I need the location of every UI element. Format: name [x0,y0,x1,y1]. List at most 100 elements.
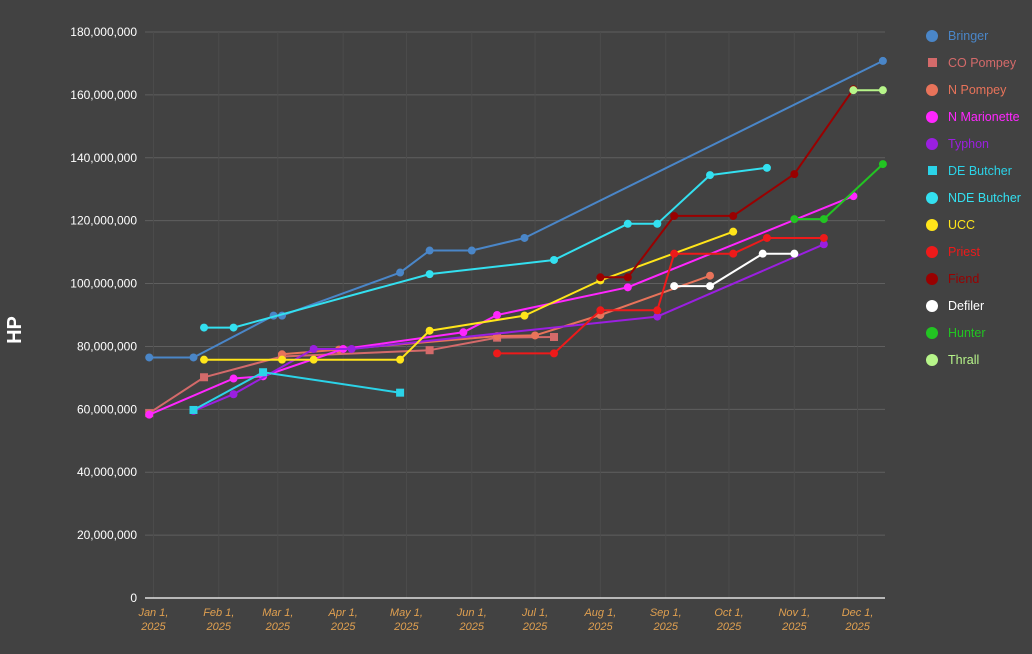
data-point [531,331,540,340]
x-tick-label: Oct 1, 2025 [714,607,743,633]
data-point [467,246,476,255]
data-point [790,170,799,179]
legend-item[interactable]: N Marionette [922,103,1032,130]
data-point [819,240,828,249]
x-tick-label: Mar 1, 2025 [262,607,293,633]
data-point [145,353,154,362]
data-point [309,355,318,364]
y-tick-label: 120,000,000 [70,214,137,228]
legend-item[interactable]: Priest [922,238,1032,265]
legend-marker [926,29,938,42]
series-line [674,252,795,288]
legend-marker [926,110,938,123]
series-line [148,195,854,416]
data-point [550,333,559,342]
data-point [200,373,209,382]
legend-marker [926,191,938,204]
y-tick-label: 140,000,000 [70,151,137,165]
legend-label: N Pompey [948,82,1007,97]
data-point [729,249,738,258]
legend[interactable]: Bringer CO Pompey N Pompey N Marionette Typh… [922,22,1032,373]
y-tick-label: 100,000,000 [70,277,137,291]
legend-marker [926,326,938,339]
legend-label: Bringer [948,28,989,43]
series-line [148,336,555,414]
series-line [149,60,884,359]
legend-marker [926,299,938,312]
y-tick-label: 80,000,000 [77,339,137,353]
x-tick-label: Nov 1, 2025 [778,607,810,633]
data-point [819,233,828,242]
data-point [670,249,679,258]
data-point [309,344,318,353]
legend-item[interactable]: CO Pompey [922,49,1032,76]
data-point [520,311,529,320]
data-point [878,86,887,95]
data-point [278,355,287,364]
data-point [729,227,738,236]
y-tick-label: 20,000,000 [77,528,137,542]
legend-item[interactable]: Hunter [922,319,1032,346]
legend-marker [926,353,938,366]
data-point [706,171,715,180]
data-point [670,211,679,220]
data-point [145,410,154,419]
data-point [459,328,468,337]
x-tick-label: Feb 1, 2025 [203,607,234,633]
data-point [200,323,209,332]
series-bringer [145,56,887,362]
data-point [653,306,662,315]
series-ucc [200,227,738,364]
legend-label: UCC [948,217,976,232]
legend-item[interactable]: Fiend [922,265,1032,292]
legend-item[interactable]: UCC [922,211,1032,238]
data-point [229,374,238,383]
legend-item[interactable]: Thrall [922,346,1032,373]
x-tick-label: Aug 1, 2025 [583,607,616,633]
data-point [396,355,405,364]
data-point [189,405,198,414]
series-hunter [790,160,887,224]
data-point [653,312,662,321]
data-point [878,56,887,65]
data-point [520,233,529,242]
legend-label: Typhon [948,136,990,151]
series-lines [145,56,887,419]
data-point [425,246,434,255]
series-fiend [596,85,858,282]
series-line [193,243,825,412]
data-point [819,215,828,224]
legend-item[interactable]: Defiler [922,292,1032,319]
series-line [204,166,768,329]
series-line [794,163,884,221]
series-de-butcher [189,368,405,414]
data-point [493,349,502,358]
data-point [596,273,605,282]
data-point [396,388,405,397]
y-tick-label: 160,000,000 [70,88,137,102]
y-tick-label: 180,000,000 [70,25,137,39]
x-tick-label: Jan 1, 2025 [137,607,168,633]
y-tick-label: 0 [130,591,137,605]
y-tick-label: 40,000,000 [77,465,137,479]
series-line [204,230,734,361]
data-point [347,344,356,353]
data-point [550,255,559,264]
data-point [706,282,715,291]
legend-label: Fiend [948,271,980,286]
data-point [259,368,268,377]
legend-item[interactable]: NDE Butcher [922,184,1032,211]
data-point [653,219,662,228]
legend-item[interactable]: Typhon [922,130,1032,157]
data-point [396,268,405,277]
y-axis-ticks: 0 20,000,000 40,000,000 60,000,000 80,000,00… [70,25,137,605]
data-point [623,219,632,228]
series-priest [493,233,828,358]
data-point [790,249,799,258]
legend-item[interactable]: N Pompey [922,76,1032,103]
legend-marker [926,137,938,150]
legend-label: Thrall [948,352,980,367]
legend-item[interactable]: DE Butcher [922,157,1032,184]
legend-item[interactable]: Bringer [922,22,1032,49]
legend-label: DE Butcher [948,163,1012,178]
